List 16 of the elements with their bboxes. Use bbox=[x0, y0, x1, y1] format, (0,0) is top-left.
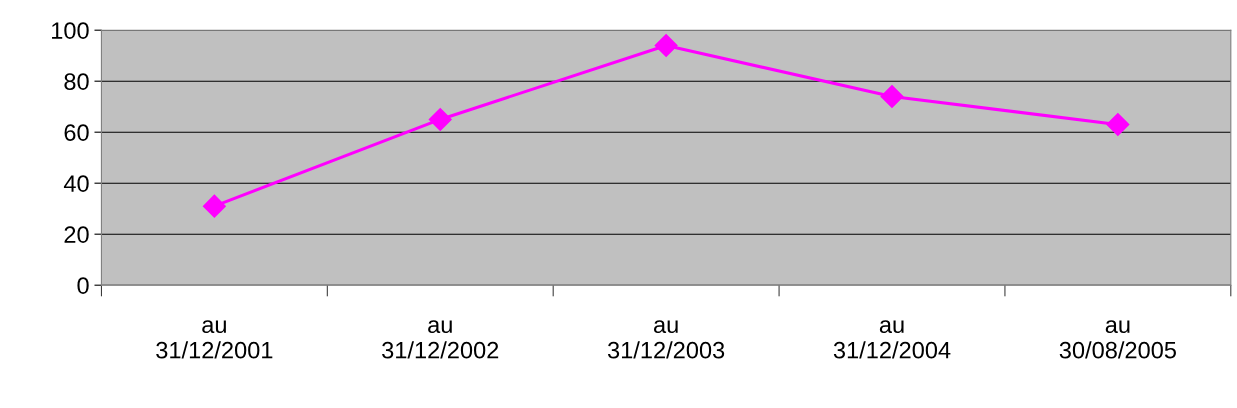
x-tick-label: au 31/12/2001 bbox=[156, 320, 273, 359]
x-tick-label: au 31/12/2003 bbox=[607, 320, 725, 359]
x-tick-label: au 31/12/2002 bbox=[382, 320, 499, 359]
point bbox=[1106, 113, 1130, 137]
y-tick-label: 40 bbox=[63, 175, 89, 192]
point bbox=[654, 33, 678, 57]
point bbox=[202, 194, 226, 218]
x-tick-label: au 30/08/2005 bbox=[1059, 320, 1176, 359]
x-tick-label: au 31/12/2004 bbox=[833, 320, 951, 359]
y-tick-label: 20 bbox=[64, 226, 89, 243]
y-tick-label: 80 bbox=[64, 73, 89, 90]
y-tick-label: 60 bbox=[64, 124, 89, 141]
point bbox=[428, 107, 452, 131]
y-tick-label: 100 bbox=[52, 22, 89, 39]
point bbox=[880, 84, 904, 108]
y-tick-label: 0 bbox=[77, 277, 89, 294]
